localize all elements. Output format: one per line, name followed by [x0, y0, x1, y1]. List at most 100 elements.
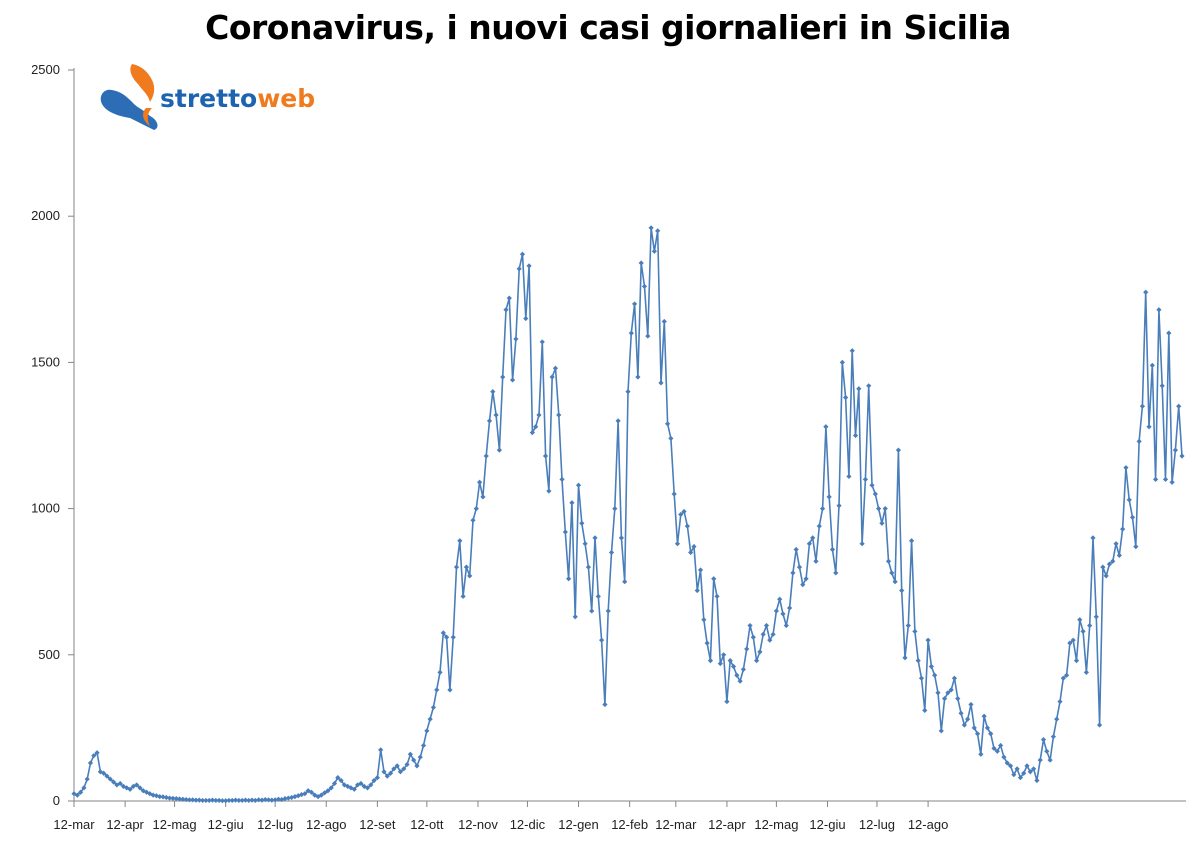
series-markers	[71, 225, 1185, 804]
data-point	[747, 622, 753, 629]
data-point	[394, 763, 400, 769]
x-tick-label: 12-ott	[410, 817, 444, 832]
data-point	[500, 374, 506, 380]
data-point	[866, 383, 872, 389]
data-point	[971, 725, 977, 731]
data-point	[279, 796, 285, 803]
data-point	[1110, 558, 1116, 564]
data-point	[1106, 561, 1113, 567]
data-point	[559, 476, 565, 482]
x-tick-label: 12-dic	[510, 817, 546, 832]
data-point	[440, 630, 446, 636]
data-point	[763, 622, 770, 629]
data-point	[1014, 766, 1020, 772]
data-point	[681, 508, 687, 515]
data-point	[984, 725, 991, 731]
data-point	[704, 640, 710, 646]
data-point	[1073, 658, 1080, 664]
data-point	[200, 797, 206, 804]
data-point	[513, 336, 519, 342]
data-point	[470, 517, 476, 523]
data-point	[272, 797, 278, 803]
data-point	[312, 792, 318, 798]
data-point	[935, 690, 941, 696]
data-point	[1156, 307, 1162, 313]
data-point	[579, 520, 585, 526]
data-point	[674, 541, 681, 547]
data-point	[569, 500, 575, 506]
data-point	[117, 780, 123, 787]
data-point	[625, 389, 631, 395]
data-point	[289, 794, 295, 801]
data-point	[869, 482, 875, 488]
data-point	[767, 637, 773, 643]
data-point	[348, 785, 354, 791]
data-point	[740, 666, 747, 673]
logo-text-web: web	[257, 84, 315, 113]
data-point	[549, 374, 555, 380]
data-point	[282, 796, 288, 802]
data-point	[1153, 476, 1159, 482]
logo-text-stretto: stretto	[160, 84, 257, 113]
data-point	[1054, 716, 1060, 722]
data-point	[978, 751, 984, 757]
data-point	[1070, 637, 1076, 643]
data-point	[813, 558, 819, 564]
x-tick-label: 12-ago	[306, 817, 346, 832]
data-point	[97, 769, 103, 775]
data-point	[1169, 479, 1175, 485]
x-tick-label: 12-mar	[53, 817, 95, 832]
data-point	[981, 713, 987, 719]
data-point	[239, 797, 245, 804]
data-point	[635, 374, 641, 380]
data-point	[829, 546, 836, 553]
data-point	[1136, 438, 1142, 444]
data-point	[1040, 736, 1047, 743]
data-point	[608, 549, 615, 556]
data-point	[490, 389, 496, 395]
data-point	[157, 794, 163, 800]
data-point	[945, 690, 951, 696]
data-point	[434, 687, 440, 693]
data-point	[968, 701, 974, 708]
data-point	[1166, 330, 1172, 336]
data-point	[242, 797, 249, 803]
data-point	[150, 792, 156, 798]
calabria-map-icon	[130, 64, 155, 102]
data-point	[1159, 383, 1165, 389]
data-point	[1123, 465, 1129, 471]
x-tick-label: 12-ago	[908, 817, 948, 832]
data-point	[331, 780, 338, 787]
data-point	[236, 797, 242, 804]
data-point	[645, 333, 651, 339]
data-point	[1031, 766, 1037, 772]
data-point	[404, 761, 410, 768]
data-point	[1087, 622, 1093, 629]
data-point	[1120, 526, 1126, 532]
data-point	[991, 745, 997, 751]
data-point	[846, 473, 852, 480]
data-point	[259, 797, 265, 803]
sicily-map-icon	[100, 89, 158, 130]
data-point	[988, 731, 994, 737]
data-point	[895, 447, 902, 453]
data-point	[167, 795, 173, 801]
data-point	[374, 775, 380, 781]
data-point	[196, 797, 202, 803]
data-point	[424, 728, 430, 734]
x-tick-label: 12-set	[359, 817, 396, 832]
x-tick-label: 12-giu	[208, 817, 244, 832]
data-point	[134, 782, 140, 788]
data-point	[908, 538, 915, 544]
data-point	[1011, 772, 1017, 778]
data-point	[585, 564, 592, 570]
data-point	[1063, 672, 1070, 678]
data-point	[411, 757, 417, 763]
data-point	[368, 782, 374, 788]
data-point	[803, 576, 809, 582]
data-point	[246, 797, 252, 804]
data-point	[509, 377, 516, 383]
data-point	[1004, 760, 1010, 766]
data-point	[354, 782, 361, 788]
data-point	[335, 775, 341, 781]
